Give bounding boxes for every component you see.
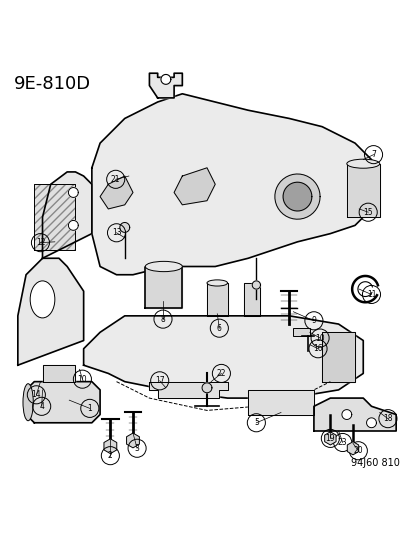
Polygon shape <box>274 174 319 219</box>
Text: 22: 22 <box>216 369 225 378</box>
Polygon shape <box>366 418 375 427</box>
Polygon shape <box>43 365 75 382</box>
Polygon shape <box>149 382 227 398</box>
Polygon shape <box>161 75 171 84</box>
Text: 2: 2 <box>108 451 112 460</box>
Polygon shape <box>100 176 133 209</box>
Polygon shape <box>68 188 78 197</box>
Polygon shape <box>145 266 182 308</box>
Polygon shape <box>341 409 351 419</box>
Text: 3: 3 <box>134 444 139 453</box>
Polygon shape <box>34 184 75 250</box>
Text: 13: 13 <box>112 228 121 237</box>
Polygon shape <box>174 168 215 205</box>
Text: 14: 14 <box>31 390 41 399</box>
Text: 15: 15 <box>363 208 372 217</box>
Text: 94J60 810: 94J60 810 <box>351 458 399 468</box>
FancyBboxPatch shape <box>293 328 309 336</box>
Text: 10: 10 <box>315 334 324 343</box>
Text: 10: 10 <box>77 375 87 384</box>
Polygon shape <box>247 390 313 415</box>
Polygon shape <box>313 398 395 431</box>
Polygon shape <box>68 221 78 230</box>
Text: 9: 9 <box>311 316 316 325</box>
Text: 20: 20 <box>353 446 362 455</box>
Text: 19: 19 <box>325 434 335 443</box>
Text: 16: 16 <box>313 344 322 353</box>
Ellipse shape <box>346 159 379 168</box>
Polygon shape <box>26 382 100 423</box>
Ellipse shape <box>23 384 33 421</box>
Text: 17: 17 <box>154 376 164 385</box>
Ellipse shape <box>145 261 182 272</box>
Polygon shape <box>18 259 83 365</box>
Ellipse shape <box>206 280 227 286</box>
Text: 1: 1 <box>87 404 92 413</box>
Polygon shape <box>346 164 379 217</box>
Polygon shape <box>92 94 379 274</box>
Text: 12: 12 <box>36 238 45 247</box>
Polygon shape <box>149 73 182 98</box>
Polygon shape <box>282 182 311 211</box>
Polygon shape <box>321 332 354 382</box>
Polygon shape <box>202 383 211 393</box>
Text: 5: 5 <box>253 418 258 427</box>
Polygon shape <box>119 222 129 232</box>
Text: 11: 11 <box>366 290 375 299</box>
Text: 18: 18 <box>382 414 392 423</box>
Polygon shape <box>206 283 227 316</box>
Polygon shape <box>43 172 92 259</box>
Text: 21: 21 <box>111 175 120 184</box>
Text: 6: 6 <box>216 324 221 333</box>
Ellipse shape <box>30 281 55 318</box>
Text: 4: 4 <box>39 402 44 411</box>
Text: 8: 8 <box>160 314 165 324</box>
Polygon shape <box>252 281 260 289</box>
Text: 9E-810D: 9E-810D <box>14 75 90 93</box>
Text: 23: 23 <box>337 438 347 447</box>
Text: 7: 7 <box>370 150 375 159</box>
Polygon shape <box>83 316 362 398</box>
Polygon shape <box>243 283 260 316</box>
